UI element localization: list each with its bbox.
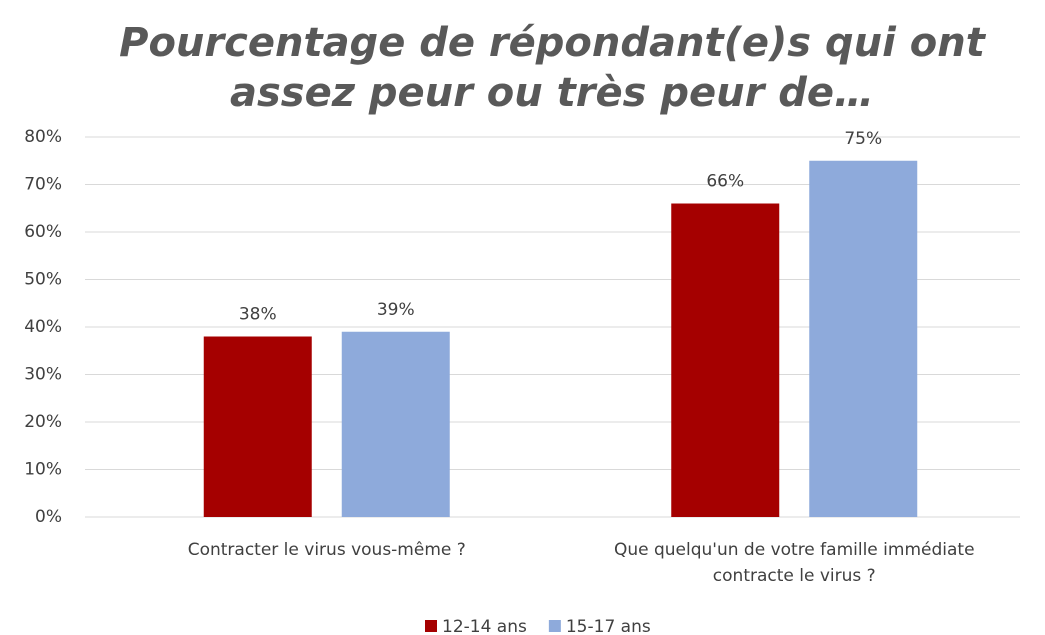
chart-title: assez peur ou très peur de… <box>230 70 874 116</box>
y-tick-label: 10% <box>24 460 62 480</box>
y-tick-label: 50% <box>24 270 62 290</box>
legend-swatch <box>548 620 561 632</box>
data-label: 66% <box>706 172 744 192</box>
legend-label: 15-17 ans <box>566 617 651 635</box>
chart-title: Pourcentage de répondant(e)s qui ont <box>119 20 987 66</box>
x-tick-label: Que quelqu'un de votre famille immédiate… <box>613 540 975 586</box>
x-tick-label: Contracter le virus vous-même ? <box>187 540 466 560</box>
bar <box>671 203 780 517</box>
y-tick-label: 60% <box>24 222 62 242</box>
data-label: 38% <box>239 305 277 325</box>
data-label: 75% <box>844 129 882 149</box>
data-label: 39% <box>377 300 415 320</box>
bar <box>203 336 312 517</box>
y-tick-label: 80% <box>24 127 62 147</box>
y-tick-label: 0% <box>35 507 62 527</box>
y-tick-label: 40% <box>24 317 62 337</box>
legend-swatch <box>425 620 437 632</box>
y-tick-label: 30% <box>24 365 62 385</box>
y-tick-label: 20% <box>24 412 62 432</box>
y-tick-label: 70% <box>24 175 62 195</box>
bar <box>341 331 450 517</box>
bar <box>809 160 918 517</box>
legend-label: 12-14 ans <box>442 617 527 635</box>
